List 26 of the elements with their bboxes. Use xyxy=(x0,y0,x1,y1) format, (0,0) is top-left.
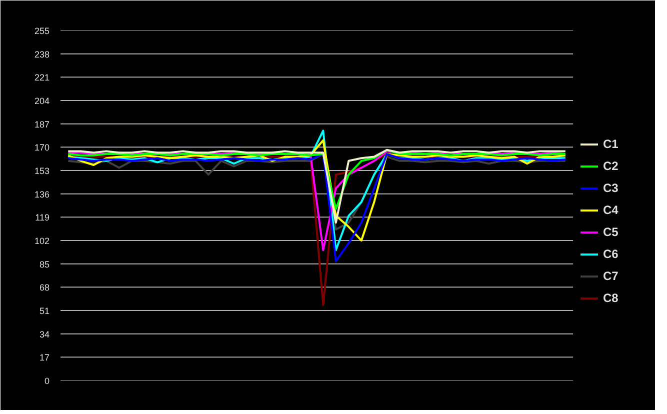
y-tick-label: 187 xyxy=(34,119,50,130)
legend-label: C2 xyxy=(603,159,620,173)
legend-label: C5 xyxy=(603,225,620,239)
legend-label: C8 xyxy=(603,291,620,305)
y-tick-label: 34 xyxy=(39,329,50,340)
line-series xyxy=(67,139,566,242)
y-tick-label: 255 xyxy=(34,26,50,36)
y-tick-label: 221 xyxy=(34,72,50,83)
y-tick-label: 153 xyxy=(34,166,50,176)
y-tick-label: 0 xyxy=(44,376,50,386)
y-tick-label: 204 xyxy=(34,96,50,106)
y-tick-label: 238 xyxy=(34,49,50,60)
y-tick-label: 51 xyxy=(39,306,50,316)
line-series xyxy=(67,148,566,210)
y-tick-label: 170 xyxy=(34,142,50,153)
y-tick-label: 136 xyxy=(34,189,50,200)
legend-label: C4 xyxy=(603,203,620,217)
y-tick-label: 68 xyxy=(39,282,50,293)
legend-label: C3 xyxy=(603,181,620,195)
y-tick-label: 17 xyxy=(39,352,50,363)
legend-label: C6 xyxy=(603,247,620,261)
y-tick-label: 119 xyxy=(35,212,50,223)
legend-label: C1 xyxy=(603,137,620,151)
legend-label: C7 xyxy=(603,269,620,283)
y-tick-label: 85 xyxy=(39,259,50,270)
y-tick-label: 102 xyxy=(34,236,50,246)
